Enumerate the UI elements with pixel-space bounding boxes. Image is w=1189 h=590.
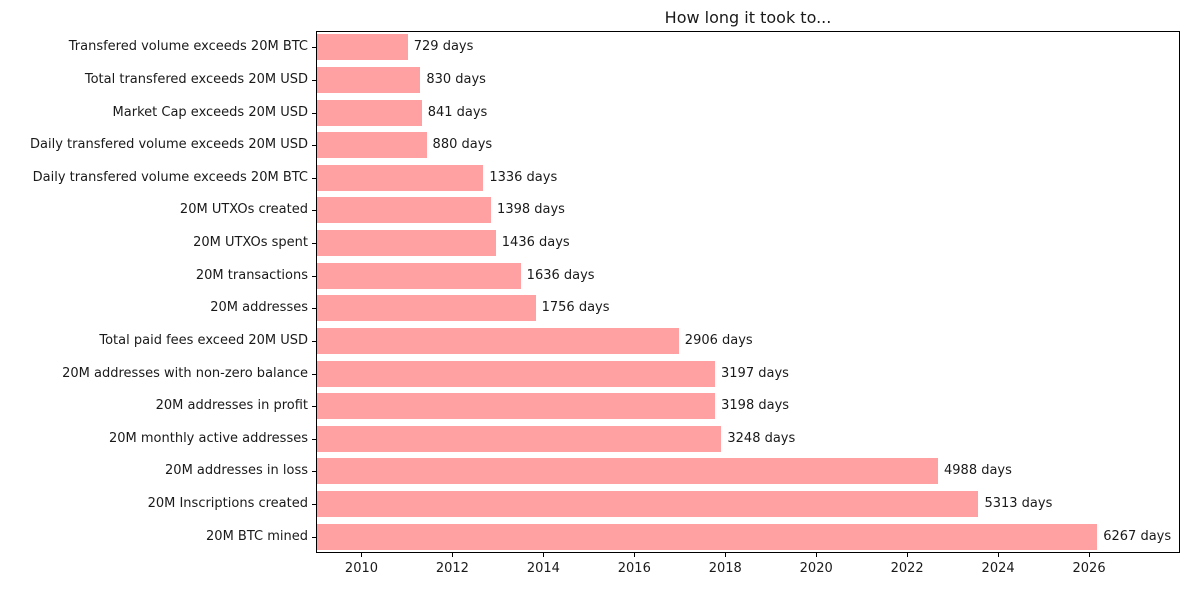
x-tick-mark	[907, 553, 909, 557]
x-tick-label: 2014	[526, 561, 560, 576]
y-tick-mark	[312, 308, 316, 310]
x-tick-label: 2010	[344, 561, 379, 576]
x-tick-mark	[1089, 553, 1091, 557]
y-tick-mark	[312, 536, 316, 538]
y-tick-mark	[312, 177, 316, 179]
y-tick-label: 20M UTXOs created	[179, 202, 308, 218]
bar	[317, 523, 1098, 550]
x-tick-label: 2016	[617, 561, 651, 576]
y-tick-label: 20M UTXOs spent	[193, 235, 308, 251]
y-tick-mark	[312, 275, 316, 277]
y-tick-mark	[312, 112, 316, 114]
bar	[317, 132, 427, 159]
y-tick-label: Market Cap exceeds 20M USD	[112, 104, 308, 120]
bar	[317, 99, 422, 126]
y-tick-mark	[312, 145, 316, 147]
bar-value-label: 2906 days	[684, 332, 753, 348]
bar	[317, 197, 492, 224]
bar	[317, 491, 979, 518]
bar	[317, 458, 938, 485]
y-tick-label: 20M addresses with non-zero balance	[62, 365, 308, 381]
bar	[317, 425, 722, 452]
bar-value-label: 1636 days	[526, 267, 595, 283]
y-tick-label: 20M Inscriptions created	[147, 496, 308, 512]
x-tick-label: 2012	[435, 561, 469, 576]
bar-value-label: 3248 days	[727, 430, 796, 446]
bar	[317, 393, 716, 420]
bar-value-label: 880 days	[432, 137, 493, 153]
y-tick-mark	[312, 373, 316, 375]
x-tick-mark	[816, 553, 818, 557]
x-tick-label: 2024	[981, 561, 1015, 576]
bar-value-label: 841 days	[427, 104, 488, 120]
y-tick-label: Total transfered exceeds 20M USD	[84, 71, 308, 87]
y-tick-label: 20M addresses	[210, 300, 308, 316]
bar	[317, 66, 421, 93]
y-tick-label: 20M addresses in profit	[155, 398, 308, 414]
x-tick-label: 2020	[799, 561, 833, 576]
bar-value-label: 729 days	[413, 39, 474, 55]
y-tick-label: Transfered volume exceeds 20M BTC	[68, 39, 308, 55]
x-tick-label: 2018	[708, 561, 742, 576]
x-tick-mark	[725, 553, 727, 557]
bar	[317, 327, 679, 354]
bar	[317, 34, 408, 61]
bar-value-label: 3198 days	[721, 398, 790, 414]
bar-value-label: 5313 days	[984, 496, 1053, 512]
y-tick-label: 20M transactions	[195, 267, 308, 283]
bar	[317, 262, 521, 289]
y-tick-label: 20M monthly active addresses	[108, 430, 308, 446]
bar	[317, 360, 716, 387]
bar-value-label: 4988 days	[944, 463, 1012, 479]
bar-value-label: 1398 days	[497, 202, 565, 218]
y-tick-label: Daily transfered volume exceeds 20M USD	[30, 137, 308, 153]
y-tick-label: Total paid fees exceed 20M USD	[99, 332, 308, 348]
bar	[317, 230, 496, 257]
bar	[317, 295, 536, 322]
y-tick-mark	[312, 47, 316, 49]
x-tick-mark	[361, 553, 363, 557]
y-tick-mark	[312, 471, 316, 473]
y-tick-mark	[312, 210, 316, 212]
x-tick-mark	[543, 553, 545, 557]
x-tick-mark	[452, 553, 454, 557]
bar-value-label: 830 days	[426, 71, 486, 87]
x-tick-label: 2026	[1072, 561, 1106, 576]
y-tick-mark	[312, 243, 316, 245]
y-tick-mark	[312, 504, 316, 506]
y-tick-label: 20M BTC mined	[206, 528, 308, 544]
x-tick-mark	[634, 553, 636, 557]
bar-value-label: 1436 days	[501, 235, 570, 251]
x-tick-mark	[998, 553, 1000, 557]
y-tick-label: 20M addresses in loss	[165, 463, 308, 479]
bar-value-label: 3197 days	[721, 365, 789, 381]
y-tick-mark	[312, 438, 316, 440]
y-tick-label: Daily transfered volume exceeds 20M BTC	[32, 169, 308, 185]
bar	[317, 164, 484, 191]
bar-value-label: 1756 days	[541, 300, 610, 316]
y-tick-mark	[312, 340, 316, 342]
y-tick-mark	[312, 406, 316, 408]
bar-value-label: 1336 days	[489, 169, 558, 185]
x-tick-label: 2022	[890, 561, 924, 576]
y-tick-mark	[312, 79, 316, 81]
chart-title: How long it took to...	[664, 8, 832, 27]
bar-value-label: 6267 days	[1103, 528, 1172, 544]
